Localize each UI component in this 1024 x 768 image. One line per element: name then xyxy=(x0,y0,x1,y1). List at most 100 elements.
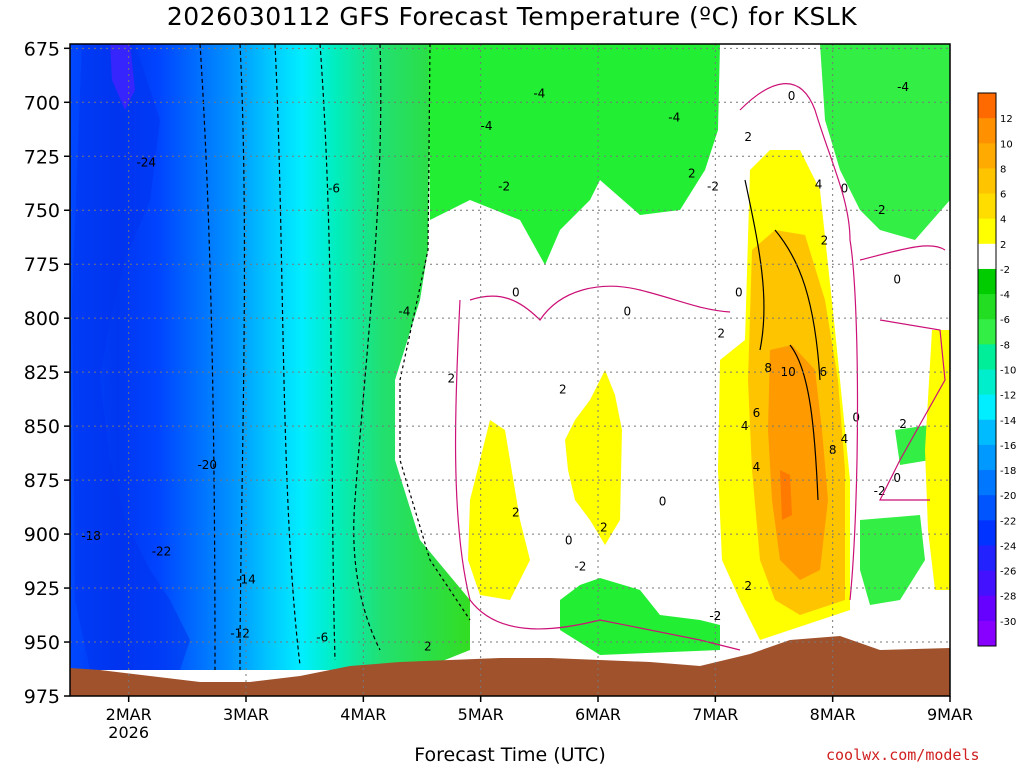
contour-label: 0 xyxy=(893,471,901,485)
green-band-right-lower xyxy=(860,515,925,605)
contour-label: -6 xyxy=(316,631,328,645)
legend-label: -16 xyxy=(1000,441,1016,452)
contour-label: -2 xyxy=(874,484,886,498)
contour-label: 8 xyxy=(829,443,837,457)
y-tick-label: 800 xyxy=(24,308,60,330)
warm-pocket-7mar-dark xyxy=(768,345,828,580)
contour-label: 0 xyxy=(841,182,849,196)
legend-swatch xyxy=(978,93,996,119)
legend-label: -8 xyxy=(1000,340,1010,351)
contour-label: 2 xyxy=(559,382,567,396)
legend-label: 8 xyxy=(1000,164,1006,175)
contour-label: -4 xyxy=(897,80,909,94)
x-tick-label: 3MAR xyxy=(223,705,269,724)
x-tick-label: 2MAR xyxy=(106,705,152,724)
legend-swatch xyxy=(978,369,996,396)
contour-label: 2 xyxy=(600,521,608,535)
contour-line xyxy=(239,44,246,671)
contour-label: 2 xyxy=(717,326,725,340)
y-tick-label: 750 xyxy=(24,200,60,222)
contour-line xyxy=(859,245,946,261)
contour-label: -4 xyxy=(668,110,680,124)
y-tick-label: 950 xyxy=(24,632,60,654)
legend-swatch xyxy=(978,470,996,496)
deep-cold-core xyxy=(72,44,190,670)
legend-swatch xyxy=(978,620,996,647)
contour-label: -2 xyxy=(874,203,886,217)
legend-label: -4 xyxy=(1000,290,1010,301)
legend-swatch xyxy=(978,595,996,622)
warm-pocket-5mar xyxy=(468,420,530,600)
legend-swatch xyxy=(978,495,996,521)
plot-area xyxy=(70,44,950,696)
y-tick-label: 725 xyxy=(24,146,60,168)
legend-label: 10 xyxy=(1000,139,1013,150)
credit-link[interactable]: coolwx.com/models xyxy=(826,746,980,764)
green-band-right-mid xyxy=(895,425,930,465)
legend-label: -20 xyxy=(1000,491,1016,502)
contour-label: 0 xyxy=(624,305,632,319)
contour-label: -22 xyxy=(152,544,172,558)
x-tick-label: 6MAR xyxy=(575,705,621,724)
contour-label: 2 xyxy=(688,167,696,181)
y-tick-label: 925 xyxy=(24,578,60,600)
contour-label: 0 xyxy=(893,272,901,286)
y-tick-label: 775 xyxy=(24,254,60,276)
legend-swatch xyxy=(978,394,996,421)
y-tick-label: 700 xyxy=(24,92,60,114)
contour-line xyxy=(469,285,731,321)
contour-label: 2 xyxy=(448,372,456,386)
warm-core-7mar xyxy=(780,470,792,520)
contour-label: -20 xyxy=(197,458,217,472)
chart-title: 2026030112 GFS Forecast Temperature (ºC)… xyxy=(166,2,858,31)
legend-label: 4 xyxy=(1000,215,1006,226)
contour-label: 4 xyxy=(753,460,761,474)
y-tick-label: 675 xyxy=(24,38,60,60)
legend-label: -28 xyxy=(1000,592,1016,603)
x-tick-label: 5MAR xyxy=(458,705,504,724)
warm-pocket-6mar xyxy=(565,370,622,545)
contour-label: -2 xyxy=(709,609,721,623)
contour-label: 4 xyxy=(741,419,749,433)
legend-swatch xyxy=(978,570,996,597)
legend-swatch xyxy=(978,243,996,270)
contour-label: -2 xyxy=(574,559,586,573)
legend-label: -6 xyxy=(1000,315,1010,326)
y-tick-label: 850 xyxy=(24,416,60,438)
contour-label: 0 xyxy=(852,410,860,424)
legend-label: -22 xyxy=(1000,516,1016,527)
contour-label: 4 xyxy=(815,177,823,191)
x-axis-label: Forecast Time (UTC) xyxy=(414,744,606,766)
contour-label: -4 xyxy=(481,119,493,133)
legend-label: -30 xyxy=(1000,617,1016,628)
legend-label: -18 xyxy=(1000,466,1016,477)
legend-label: -12 xyxy=(1000,391,1016,402)
contour-label: 0 xyxy=(659,495,667,509)
contour-label: 2 xyxy=(424,639,432,653)
legend-swatch xyxy=(978,344,996,370)
contour-line xyxy=(789,344,819,501)
x-tick-label: 7MAR xyxy=(692,705,738,724)
legend-label: -2 xyxy=(1000,265,1010,276)
contour-label: 0 xyxy=(512,285,520,299)
plot-frame xyxy=(69,43,951,697)
legend-swatch xyxy=(978,193,996,220)
contour-label: -2 xyxy=(498,179,510,193)
contour-label: -2 xyxy=(709,609,721,623)
contour-label: -24 xyxy=(136,156,156,170)
legend-swatch xyxy=(978,419,996,446)
grid xyxy=(70,44,950,696)
colorbar-legend: 12 10 8 6 4 2 -2 -4 -6 -8 -10 -12 -14 -16 -18 -20 -22 -24… xyxy=(977,92,1016,647)
legend-label: -14 xyxy=(1000,416,1016,427)
y-tick-label: 900 xyxy=(24,524,60,546)
legend-swatch xyxy=(978,520,996,546)
contour-label: 2 xyxy=(744,130,752,144)
contour-line xyxy=(319,44,336,661)
contour-label: -4 xyxy=(533,87,545,101)
legend-swatch xyxy=(978,294,996,320)
legend-swatch xyxy=(978,545,996,572)
y-tick-label: 825 xyxy=(24,362,60,384)
contour-line xyxy=(353,44,382,651)
warm-pocket-9mar xyxy=(925,330,950,590)
